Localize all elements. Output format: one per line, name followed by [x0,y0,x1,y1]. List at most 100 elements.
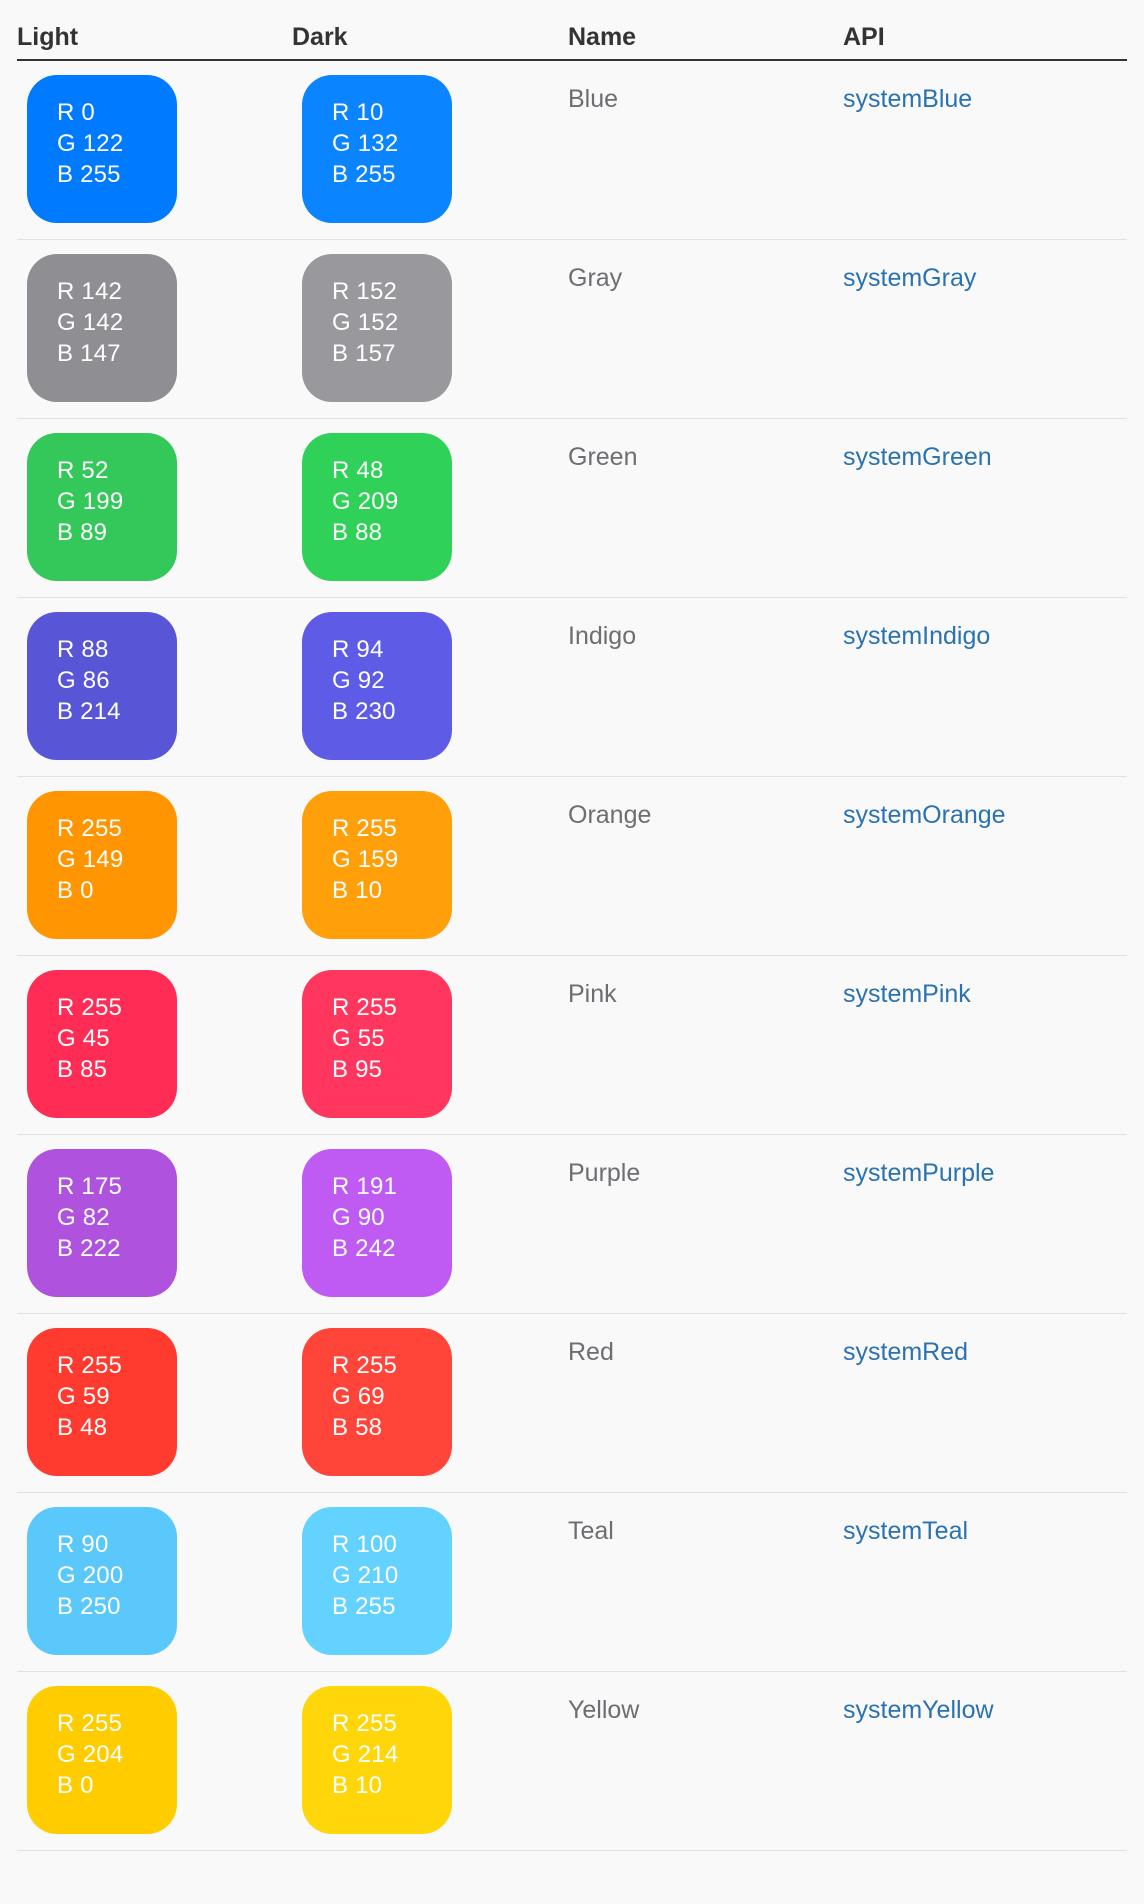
light-color-swatch: R 52 G 199 B 89 [27,433,177,581]
rgb-blue-value: B 10 [332,1771,383,1799]
rgb-red-value: R 52 [57,456,109,484]
rgb-red-value: R 255 [332,814,398,842]
rgb-blue-value: B 255 [332,1592,396,1620]
rgb-blue-value: B 95 [332,1055,383,1083]
rgb-green-value: G 210 [332,1561,399,1589]
rgb-green-value: G 55 [332,1024,385,1052]
light-color-swatch: R 255 G 59 B 48 [27,1328,177,1476]
rgb-blue-value: B 85 [57,1055,108,1083]
table-row: R 175 G 82 B 222 R 191 G 90 B 242 Purple… [17,1135,1127,1314]
api-link[interactable]: systemOrange [843,801,1006,829]
rgb-green-value: G 59 [57,1382,110,1410]
rgb-blue-value: B 58 [332,1413,383,1441]
rgb-blue-value: B 214 [57,697,121,725]
light-color-swatch: R 175 G 82 B 222 [27,1149,177,1297]
color-name: Yellow [568,1696,640,1724]
rgb-green-value: G 159 [332,845,399,873]
rgb-blue-value: B 89 [57,518,108,546]
rgb-blue-value: B 157 [332,339,396,367]
column-header-dark: Dark [292,23,348,52]
light-color-swatch: R 88 G 86 B 214 [27,612,177,760]
rgb-blue-value: B 88 [332,518,383,546]
color-name: Gray [568,264,623,292]
table-row: R 255 G 59 B 48 R 255 G 69 B 58 Red syst… [17,1314,1127,1493]
table-row: R 0 G 122 B 255 R 10 G 132 B 255 Blue sy… [17,61,1127,240]
rgb-green-value: G 132 [332,129,399,157]
table-row: R 52 G 199 B 89 R 48 G 209 B 88 Green sy… [17,419,1127,598]
rgb-green-value: G 122 [57,129,124,157]
dark-color-swatch: R 152 G 152 B 157 [302,254,452,402]
rgb-blue-value: B 222 [57,1234,121,1262]
rgb-red-value: R 255 [57,993,123,1021]
dark-color-swatch: R 94 G 92 B 230 [302,612,452,760]
rgb-green-value: G 204 [57,1740,124,1768]
color-name: Pink [568,980,617,1008]
rgb-blue-value: B 250 [57,1592,121,1620]
light-color-swatch: R 255 G 45 B 85 [27,970,177,1118]
api-link[interactable]: systemTeal [843,1517,969,1545]
rgb-red-value: R 255 [332,1351,398,1379]
api-link[interactable]: systemYellow [843,1696,994,1724]
rgb-red-value: R 255 [332,993,398,1021]
rgb-red-value: R 90 [57,1530,109,1558]
dark-color-swatch: R 191 G 90 B 242 [302,1149,452,1297]
light-color-swatch: R 255 G 149 B 0 [27,791,177,939]
rgb-green-value: G 199 [57,487,124,515]
rgb-green-value: G 152 [332,308,399,336]
color-name: Purple [568,1159,641,1187]
rgb-green-value: G 92 [332,666,385,694]
column-header-name: Name [568,23,637,52]
rgb-blue-value: B 255 [332,160,396,188]
dark-color-swatch: R 10 G 132 B 255 [302,75,452,223]
table-row: R 255 G 149 B 0 R 255 G 159 B 10 Orange … [17,777,1127,956]
color-name: Teal [568,1517,614,1545]
rgb-green-value: G 45 [57,1024,110,1052]
rgb-red-value: R 94 [332,635,384,663]
dark-color-swatch: R 255 G 159 B 10 [302,791,452,939]
light-color-swatch: R 142 G 142 B 147 [27,254,177,402]
rgb-red-value: R 48 [332,456,384,484]
api-link[interactable]: systemRed [843,1338,969,1366]
table-body: R 0 G 122 B 255 R 10 G 132 B 255 Blue sy… [17,61,1127,1851]
table-row: R 90 G 200 B 250 R 100 G 210 B 255 Teal … [17,1493,1127,1672]
table-header-row: Light Dark Name API [17,0,1127,61]
table-row: R 142 G 142 B 147 R 152 G 152 B 157 Gray… [17,240,1127,419]
rgb-green-value: G 90 [332,1203,385,1231]
color-name: Green [568,443,638,471]
rgb-green-value: G 69 [332,1382,385,1410]
column-header-light: Light [17,23,79,52]
api-link[interactable]: systemGray [843,264,977,292]
rgb-green-value: G 209 [332,487,399,515]
table-row: R 255 G 45 B 85 R 255 G 55 B 95 Pink sys… [17,956,1127,1135]
dark-color-swatch: R 100 G 210 B 255 [302,1507,452,1655]
color-name: Orange [568,801,652,829]
rgb-red-value: R 88 [57,635,109,663]
light-color-swatch: R 0 G 122 B 255 [27,75,177,223]
system-colors-table: Light Dark Name API R 0 G 122 B 255 R 10… [17,0,1127,1851]
rgb-green-value: G 82 [57,1203,110,1231]
light-color-swatch: R 90 G 200 B 250 [27,1507,177,1655]
rgb-red-value: R 152 [332,277,398,305]
api-link[interactable]: systemPurple [843,1159,995,1187]
color-name: Indigo [568,622,637,650]
rgb-red-value: R 10 [332,98,384,126]
column-header-api: API [843,23,885,52]
dark-color-swatch: R 255 G 214 B 10 [302,1686,452,1834]
rgb-green-value: G 149 [57,845,124,873]
light-color-swatch: R 255 G 204 B 0 [27,1686,177,1834]
color-name: Blue [568,85,619,113]
api-link[interactable]: systemIndigo [843,622,991,650]
rgb-blue-value: B 255 [57,160,121,188]
rgb-blue-value: B 147 [57,339,121,367]
rgb-red-value: R 0 [57,98,95,126]
api-link[interactable]: systemGreen [843,443,992,471]
rgb-green-value: G 214 [332,1740,399,1768]
dark-color-swatch: R 255 G 69 B 58 [302,1328,452,1476]
api-link[interactable]: systemBlue [843,85,973,113]
table-row: R 88 G 86 B 214 R 94 G 92 B 230 Indigo s… [17,598,1127,777]
rgb-red-value: R 255 [57,814,123,842]
rgb-green-value: G 86 [57,666,110,694]
rgb-green-value: G 200 [57,1561,124,1589]
api-link[interactable]: systemPink [843,980,971,1008]
rgb-blue-value: B 10 [332,876,383,904]
